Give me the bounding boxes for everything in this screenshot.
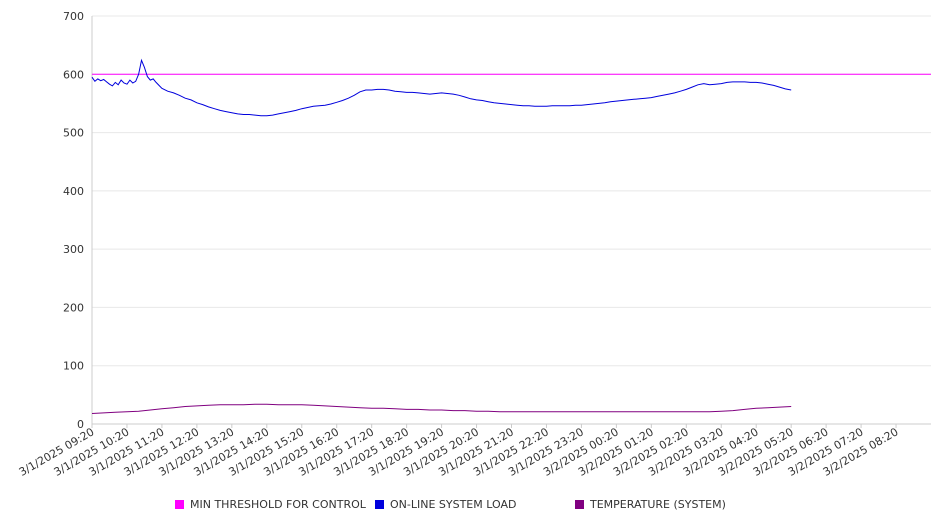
- legend: MIN THRESHOLD FOR CONTROL ON-LINE SYSTEM…: [0, 498, 946, 514]
- legend-swatch-system-load: [375, 500, 384, 509]
- y-tick-label: 300: [63, 243, 84, 256]
- y-tick-label: 0: [77, 418, 84, 431]
- legend-label-system-load: ON-LINE SYSTEM LOAD: [390, 498, 517, 511]
- y-tick-label: 500: [63, 127, 84, 140]
- grid-lines: [92, 15, 931, 425]
- y-tick-label: 100: [63, 360, 84, 373]
- y-tick-label: 600: [63, 68, 84, 81]
- legend-label-min-threshold: MIN THRESHOLD FOR CONTROL: [190, 498, 366, 511]
- y-tick-label: 200: [63, 301, 84, 314]
- legend-item-system-load: ON-LINE SYSTEM LOAD: [375, 498, 516, 511]
- legend-swatch-temperature: [575, 500, 584, 509]
- series-lines: [91, 58, 931, 414]
- y-axis-tick-labels: 0 100 200 300 400 500 600 700: [63, 10, 84, 431]
- y-tick-label: 400: [63, 185, 84, 198]
- legend-item-temperature: TEMPERATURE (SYSTEM): [575, 498, 726, 511]
- x-axis-tick-labels: 3/1/2025 09:203/1/2025 10:203/1/2025 11:…: [17, 425, 901, 479]
- legend-item-min-threshold: MIN THRESHOLD FOR CONTROL: [175, 498, 366, 511]
- legend-swatch-min-threshold: [175, 500, 184, 509]
- axes: [91, 16, 931, 428]
- y-tick-label: 700: [63, 10, 84, 23]
- series-line-temperature: [91, 403, 792, 414]
- series-line-system-load: [91, 58, 792, 117]
- legend-label-temperature: TEMPERATURE (SYSTEM): [590, 498, 726, 511]
